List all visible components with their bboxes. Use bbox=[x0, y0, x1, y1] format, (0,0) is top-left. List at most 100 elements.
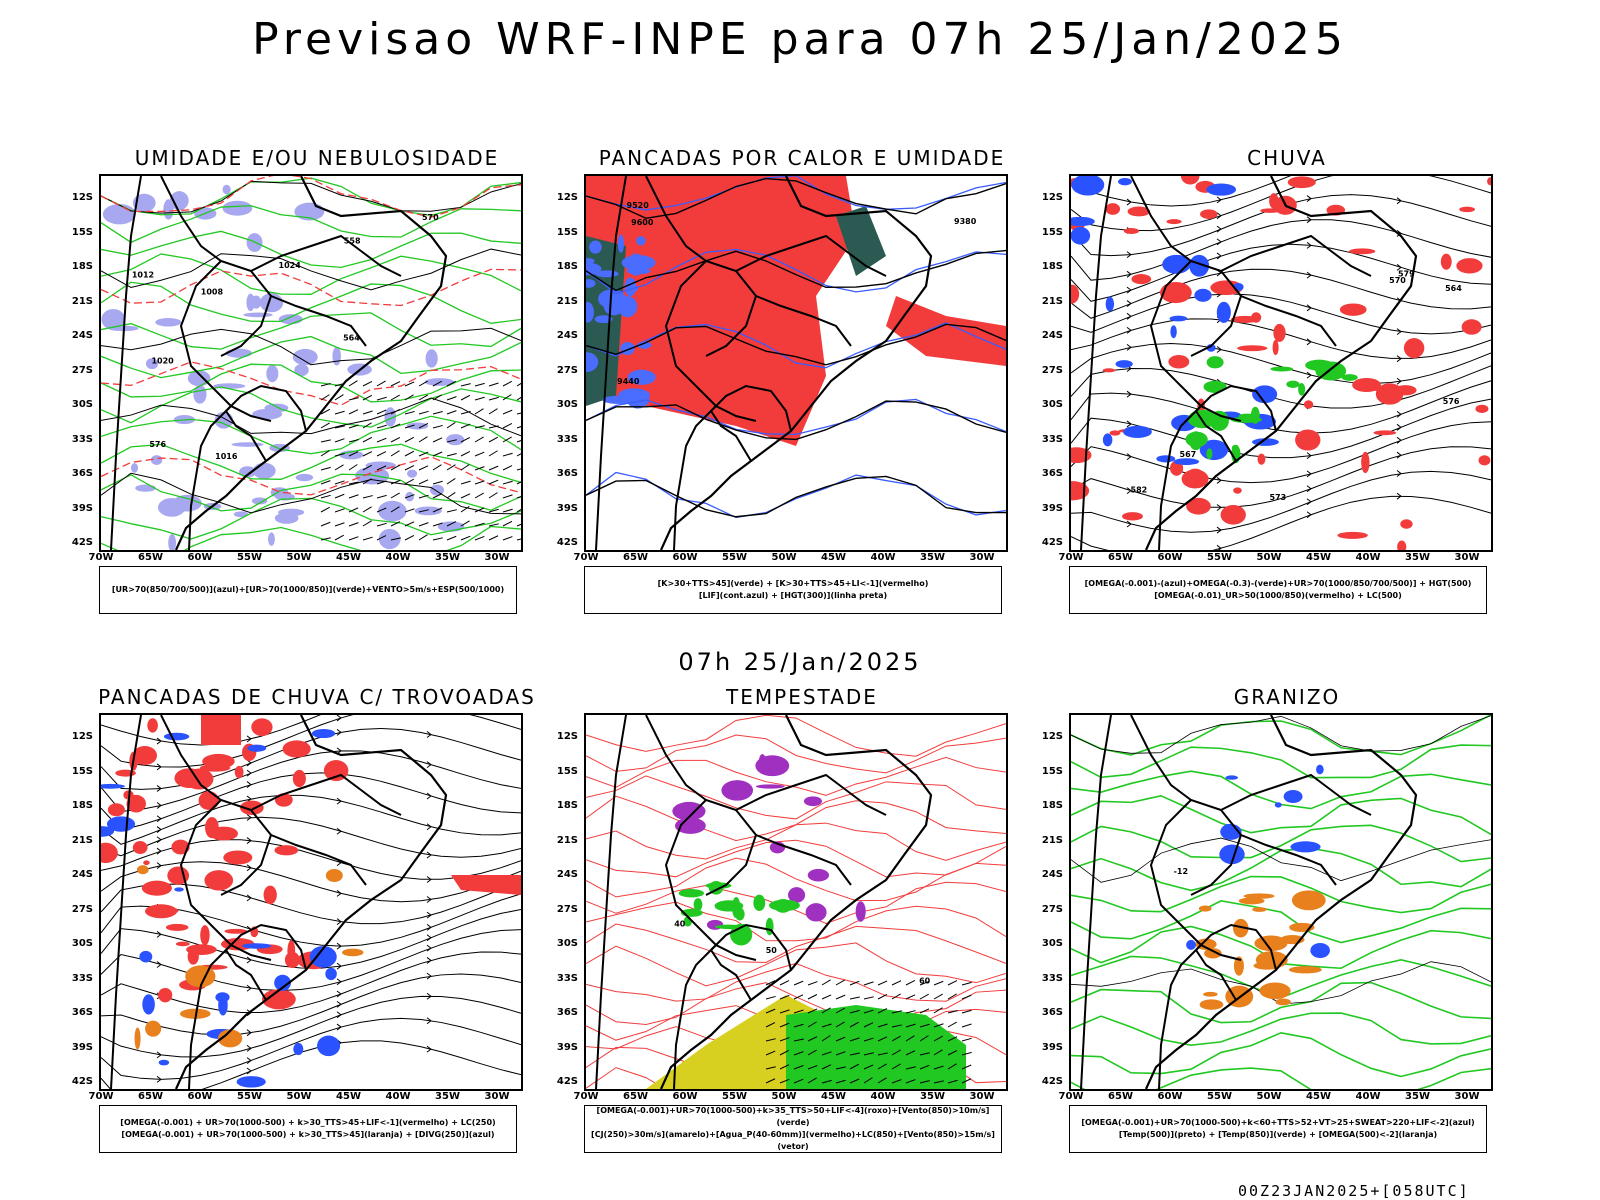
contour-label: 1012 bbox=[132, 270, 154, 279]
thunderstorm-area bbox=[451, 875, 521, 895]
wind-vector bbox=[502, 422, 513, 429]
wind-vector bbox=[376, 535, 387, 541]
wind-vector bbox=[891, 1035, 901, 1042]
latitude-tick-label: 30S bbox=[71, 399, 93, 410]
latitude-tick-label: 30S bbox=[556, 399, 578, 410]
contour-line bbox=[586, 715, 1006, 757]
map-canvas: 40 50 60 bbox=[586, 715, 1006, 1089]
thunderstorm-area bbox=[202, 753, 235, 769]
latitude-tick-label: 36S bbox=[1041, 1007, 1063, 1018]
wind-vector bbox=[821, 1007, 831, 1014]
wind-vector bbox=[320, 382, 331, 387]
wind-vector bbox=[919, 980, 930, 986]
streamline-arrow bbox=[426, 1045, 432, 1053]
hail-area bbox=[1199, 999, 1224, 1010]
panel-legend: [OMEGA(-0.001)-(azul)+OMEGA(-0.3)-(verde… bbox=[1069, 566, 1487, 614]
streamline-arrow bbox=[1306, 241, 1312, 249]
latitude-tick-label: 15S bbox=[71, 765, 93, 777]
wind-vector bbox=[474, 436, 484, 443]
rain-area bbox=[1339, 303, 1367, 316]
country-border bbox=[673, 944, 717, 1089]
rain-area bbox=[1475, 404, 1489, 414]
streamline bbox=[101, 1040, 521, 1089]
wind-vector bbox=[474, 492, 484, 499]
wind-vector bbox=[362, 536, 373, 541]
wind-vector bbox=[432, 394, 442, 401]
legend-line: [OMEGA(-0.01)_UR>50(1000/850)(vermelho) … bbox=[1154, 591, 1402, 600]
streamline bbox=[101, 772, 521, 831]
streamline bbox=[101, 794, 521, 845]
contour-line bbox=[101, 472, 521, 515]
contour-label: 9600 bbox=[631, 218, 654, 227]
divergence-area bbox=[309, 945, 337, 968]
humidity-mid-area bbox=[102, 203, 136, 225]
wind-vector bbox=[765, 995, 776, 1000]
wind-vector bbox=[334, 508, 345, 513]
streamline-arrow bbox=[1216, 526, 1222, 534]
wind-vector bbox=[891, 980, 902, 986]
latitude-tick-label: 42S bbox=[1041, 1076, 1063, 1087]
humidity-mid-area bbox=[130, 463, 139, 473]
contour-line bbox=[586, 822, 1006, 861]
wind-vector bbox=[947, 1063, 957, 1070]
wind-vector bbox=[516, 523, 521, 527]
storm-area bbox=[674, 817, 706, 834]
longitude-tick-label: 60W bbox=[672, 1091, 698, 1102]
wind-vector bbox=[404, 450, 415, 457]
streamline bbox=[1071, 176, 1292, 207]
streamline-arrow bbox=[1216, 225, 1222, 233]
streamline-arrow bbox=[246, 769, 252, 777]
rain-area bbox=[1272, 339, 1279, 356]
wind-vector bbox=[488, 382, 499, 387]
wind-vector bbox=[863, 1064, 874, 1070]
thunderstorm-area bbox=[274, 793, 293, 807]
coastline bbox=[174, 176, 448, 550]
longitude-axis: 70W 65W 60W 55W 50W 45W 40W 35W 30W bbox=[89, 552, 523, 566]
latitude-tick-label: 12S bbox=[556, 731, 578, 742]
wind-vector bbox=[348, 536, 359, 541]
hail-area bbox=[1252, 907, 1267, 912]
panel-legend: [OMEGA(-0.001)+UR>70(1000-500)+k<60+TTS>… bbox=[1069, 1105, 1487, 1153]
wind-vector bbox=[835, 1066, 846, 1070]
wind-vector bbox=[793, 1078, 804, 1084]
wind-vector bbox=[432, 522, 443, 527]
instability-area bbox=[886, 296, 1006, 366]
wind-vector bbox=[488, 396, 499, 401]
contour-line bbox=[586, 471, 1006, 519]
wind-vector bbox=[947, 1050, 958, 1056]
latitude-tick-label: 27S bbox=[1041, 364, 1063, 376]
latitude-tick-label: 30S bbox=[1041, 399, 1063, 410]
contour-line bbox=[101, 415, 521, 455]
hail-area bbox=[1204, 948, 1222, 959]
lif-area bbox=[636, 236, 646, 246]
storm-area bbox=[788, 887, 806, 903]
humidity-mid-area bbox=[101, 309, 126, 330]
wind-vector bbox=[320, 394, 330, 401]
weather-map: 9600 9520 9440 9380 bbox=[584, 174, 1008, 552]
rain-area bbox=[1251, 312, 1262, 323]
wind-vector bbox=[390, 381, 401, 387]
legend-line: [LIF](cont.azul) + [HGT(300)](linha pret… bbox=[698, 591, 888, 600]
hail-area bbox=[1275, 998, 1291, 1006]
thunderstorm-area bbox=[132, 746, 158, 765]
omega-strong-area bbox=[1185, 431, 1208, 448]
thunderstorm-area bbox=[198, 791, 220, 810]
streamline-arrow bbox=[336, 1023, 342, 1031]
streamline-arrow bbox=[336, 889, 342, 897]
wind-vector bbox=[334, 480, 345, 485]
streamline-arrow bbox=[246, 759, 252, 767]
country-border bbox=[1149, 799, 1242, 961]
country-border bbox=[709, 384, 792, 462]
humidity-mid-area bbox=[246, 293, 255, 312]
omega-strong-area bbox=[1206, 356, 1224, 369]
latitude-tick-label: 39S bbox=[556, 502, 578, 514]
wind-vector bbox=[376, 494, 387, 499]
country-border bbox=[1158, 405, 1202, 550]
streamline-arrow bbox=[426, 957, 432, 964]
wind-vector bbox=[446, 464, 456, 471]
wind-vector bbox=[474, 425, 485, 429]
contour-line bbox=[586, 248, 1006, 295]
streamline-arrow bbox=[1396, 328, 1402, 336]
latitude-tick-label: 33S bbox=[556, 972, 578, 984]
wind-vector bbox=[905, 1023, 916, 1028]
